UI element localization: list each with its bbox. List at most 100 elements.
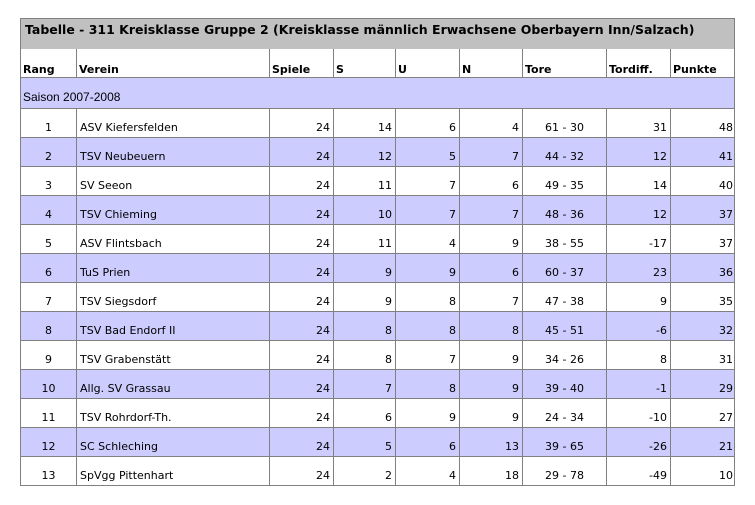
cell-rang: 1 bbox=[45, 121, 52, 134]
cell-verein: SpVgg Pittenhart bbox=[76, 457, 269, 485]
table-row: 6 TuS Prien 24 9 9 6 60 - 37 23 36 bbox=[20, 254, 735, 283]
header-verein: Verein bbox=[76, 49, 269, 77]
header-siege: S bbox=[333, 49, 395, 77]
cell-tore: 29 - 78 bbox=[522, 457, 606, 485]
cell-unentschieden: 8 bbox=[395, 283, 459, 311]
table-row: 8 TSV Bad Endorf II 24 8 8 8 45 - 51 -6 32 bbox=[20, 312, 735, 341]
cell-siege: 2 bbox=[333, 457, 395, 485]
cell-unentschieden: 5 bbox=[395, 138, 459, 166]
cell-niederlagen: 9 bbox=[459, 370, 522, 398]
cell-rang: 3 bbox=[45, 179, 52, 192]
cell-unentschieden: 4 bbox=[395, 225, 459, 253]
cell-tordiff: -6 bbox=[606, 312, 670, 340]
cell-tordiff: -10 bbox=[606, 399, 670, 427]
cell-spiele: 24 bbox=[269, 254, 333, 282]
cell-tore: 49 - 35 bbox=[522, 167, 606, 195]
cell-tore: 39 - 40 bbox=[522, 370, 606, 398]
cell-verein: ASV Flintsbach bbox=[76, 225, 269, 253]
cell-punkte: 29 bbox=[670, 370, 736, 398]
cell-niederlagen: 18 bbox=[459, 457, 522, 485]
table-row: 1 ASV Kiefersfelden 24 14 6 4 61 - 30 31 48 bbox=[20, 109, 735, 138]
cell-niederlagen: 6 bbox=[459, 254, 522, 282]
cell-tordiff: -49 bbox=[606, 457, 670, 485]
cell-tordiff: 12 bbox=[606, 138, 670, 166]
cell-niederlagen: 7 bbox=[459, 138, 522, 166]
cell-unentschieden: 9 bbox=[395, 399, 459, 427]
cell-rang: 5 bbox=[45, 237, 52, 250]
table-header-row: Rang Verein Spiele S U N Tore Tordiff. P… bbox=[20, 49, 735, 78]
cell-spiele: 24 bbox=[269, 399, 333, 427]
header-tore: Tore bbox=[522, 49, 606, 77]
cell-rang: 6 bbox=[45, 266, 52, 279]
cell-verein: TSV Chieming bbox=[76, 196, 269, 224]
cell-spiele: 24 bbox=[269, 167, 333, 195]
cell-tore: 34 - 26 bbox=[522, 341, 606, 369]
cell-siege: 5 bbox=[333, 428, 395, 456]
cell-tordiff: -1 bbox=[606, 370, 670, 398]
cell-spiele: 24 bbox=[269, 457, 333, 485]
cell-punkte: 37 bbox=[670, 225, 736, 253]
cell-niederlagen: 9 bbox=[459, 399, 522, 427]
table-row: 3 SV Seeon 24 11 7 6 49 - 35 14 40 bbox=[20, 167, 735, 196]
table-title: Tabelle - 311 Kreisklasse Gruppe 2 (Krei… bbox=[20, 18, 735, 49]
table-body: 1 ASV Kiefersfelden 24 14 6 4 61 - 30 31 48 2 TSV … bbox=[20, 109, 735, 486]
cell-rang: 7 bbox=[45, 295, 52, 308]
cell-rang: 13 bbox=[41, 469, 56, 482]
cell-spiele: 24 bbox=[269, 138, 333, 166]
cell-unentschieden: 6 bbox=[395, 428, 459, 456]
cell-siege: 6 bbox=[333, 399, 395, 427]
cell-verein: TuS Prien bbox=[76, 254, 269, 282]
header-punkte: Punkte bbox=[670, 49, 736, 77]
cell-tore: 48 - 36 bbox=[522, 196, 606, 224]
cell-verein: Allg. SV Grassau bbox=[76, 370, 269, 398]
cell-spiele: 24 bbox=[269, 428, 333, 456]
cell-tore: 60 - 37 bbox=[522, 254, 606, 282]
table-row: 2 TSV Neubeuern 24 12 5 7 44 - 32 12 41 bbox=[20, 138, 735, 167]
cell-tordiff: 9 bbox=[606, 283, 670, 311]
cell-spiele: 24 bbox=[269, 109, 333, 137]
cell-niederlagen: 6 bbox=[459, 167, 522, 195]
cell-tordiff: -17 bbox=[606, 225, 670, 253]
table-row: 12 SC Schleching 24 5 6 13 39 - 65 -26 21 bbox=[20, 428, 735, 457]
header-rang: Rang bbox=[23, 63, 55, 76]
cell-unentschieden: 7 bbox=[395, 196, 459, 224]
cell-unentschieden: 8 bbox=[395, 370, 459, 398]
cell-unentschieden: 4 bbox=[395, 457, 459, 485]
cell-spiele: 24 bbox=[269, 283, 333, 311]
cell-tordiff: 23 bbox=[606, 254, 670, 282]
cell-siege: 9 bbox=[333, 254, 395, 282]
cell-niederlagen: 13 bbox=[459, 428, 522, 456]
cell-tore: 44 - 32 bbox=[522, 138, 606, 166]
cell-tordiff: -26 bbox=[606, 428, 670, 456]
cell-siege: 11 bbox=[333, 225, 395, 253]
standings-table: Tabelle - 311 Kreisklasse Gruppe 2 (Krei… bbox=[20, 18, 735, 486]
header-niederlagen: N bbox=[459, 49, 522, 77]
cell-verein: TSV Grabenstätt bbox=[76, 341, 269, 369]
cell-verein: ASV Kiefersfelden bbox=[76, 109, 269, 137]
cell-verein: TSV Bad Endorf II bbox=[76, 312, 269, 340]
cell-spiele: 24 bbox=[269, 341, 333, 369]
cell-siege: 12 bbox=[333, 138, 395, 166]
table-row: 4 TSV Chieming 24 10 7 7 48 - 36 12 37 bbox=[20, 196, 735, 225]
cell-verein: TSV Rohrdorf-Th. bbox=[76, 399, 269, 427]
cell-tore: 39 - 65 bbox=[522, 428, 606, 456]
cell-rang: 12 bbox=[41, 440, 56, 453]
cell-siege: 8 bbox=[333, 341, 395, 369]
header-spiele: Spiele bbox=[269, 49, 333, 77]
cell-punkte: 21 bbox=[670, 428, 736, 456]
table-row: 7 TSV Siegsdorf 24 9 8 7 47 - 38 9 35 bbox=[20, 283, 735, 312]
cell-punkte: 48 bbox=[670, 109, 736, 137]
cell-niederlagen: 4 bbox=[459, 109, 522, 137]
cell-tore: 45 - 51 bbox=[522, 312, 606, 340]
table-row: 13 SpVgg Pittenhart 24 2 4 18 29 - 78 -49 10 bbox=[20, 457, 735, 486]
cell-siege: 8 bbox=[333, 312, 395, 340]
cell-rang: 10 bbox=[41, 382, 56, 395]
table-row: 5 ASV Flintsbach 24 11 4 9 38 - 55 -17 37 bbox=[20, 225, 735, 254]
cell-punkte: 36 bbox=[670, 254, 736, 282]
cell-rang: 9 bbox=[45, 353, 52, 366]
cell-rang: 8 bbox=[45, 324, 52, 337]
header-tordiff: Tordiff. bbox=[606, 49, 670, 77]
cell-niederlagen: 9 bbox=[459, 341, 522, 369]
cell-niederlagen: 9 bbox=[459, 225, 522, 253]
cell-verein: SV Seeon bbox=[76, 167, 269, 195]
